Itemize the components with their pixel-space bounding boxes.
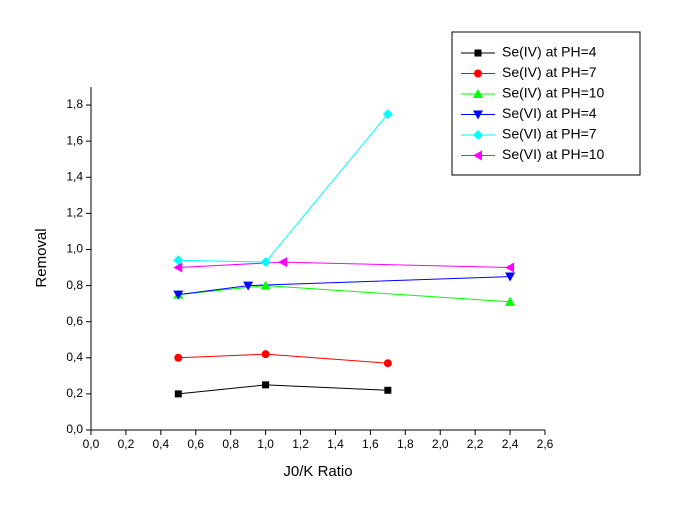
y-tick-label: 1,2 <box>66 206 83 220</box>
x-tick-label: 0,6 <box>187 437 204 451</box>
data-point <box>261 350 270 359</box>
x-tick-label: 0,8 <box>222 437 239 451</box>
data-point <box>383 359 392 368</box>
data-point <box>173 255 184 266</box>
x-tick-label: 1,0 <box>257 437 274 451</box>
y-tick-label: 1,0 <box>66 242 83 256</box>
x-tick-label: 2,0 <box>432 437 449 451</box>
x-tick-label: 1,4 <box>327 437 344 451</box>
data-point <box>505 272 516 282</box>
y-tick-label: 0,6 <box>66 314 83 328</box>
legend-box <box>451 31 641 176</box>
data-point <box>278 257 288 268</box>
legend-text: Se(VI) at PH=10 <box>502 146 605 162</box>
data-point <box>505 296 516 306</box>
data-point <box>505 262 515 273</box>
x-tick-label: 2,6 <box>537 437 554 451</box>
legend-text: Se(VI) at PH=4 <box>502 105 597 121</box>
x-tick-label: 1,2 <box>292 437 309 451</box>
legend-marker <box>473 130 483 140</box>
y-axis-title: Removal <box>33 228 50 287</box>
y-tick-label: 1,6 <box>66 133 83 147</box>
y-tick-label: 0,0 <box>66 422 83 436</box>
data-point <box>382 109 393 120</box>
y-tick-label: 0,2 <box>66 386 83 400</box>
x-tick-label: 0,2 <box>118 437 135 451</box>
legend-marker <box>474 69 482 78</box>
legend-marker <box>473 110 483 120</box>
legend-marker <box>473 150 482 161</box>
x-tick-label: 0,0 <box>83 437 100 451</box>
x-axis-title: J0/K Ratio <box>283 463 352 480</box>
x-tick-label: 2,4 <box>502 437 519 451</box>
data-point <box>174 390 182 398</box>
data-point <box>174 353 183 362</box>
x-tick-label: 1,8 <box>397 437 414 451</box>
y-tick-label: 1,8 <box>66 97 83 111</box>
data-point <box>173 262 183 273</box>
data-point <box>262 381 270 389</box>
data-point <box>173 290 184 300</box>
x-tick-label: 0,4 <box>153 437 170 451</box>
x-tick-label: 1,6 <box>362 437 379 451</box>
y-tick-label: 0,4 <box>66 350 83 364</box>
y-tick-label: 0,8 <box>66 278 83 292</box>
legend-text: Se(IV) at PH=4 <box>502 44 597 60</box>
data-point <box>260 280 271 290</box>
legend-marker <box>473 89 483 98</box>
y-tick-label: 1,4 <box>66 169 83 183</box>
legend-text: Se(IV) at PH=7 <box>502 64 597 80</box>
legend-marker <box>474 49 482 57</box>
legend-text: Se(IV) at PH=10 <box>502 85 605 101</box>
data-point <box>384 386 392 394</box>
data-point <box>260 257 271 268</box>
x-tick-label: 2,2 <box>467 437 484 451</box>
data-point <box>243 281 254 291</box>
legend-text: Se(VI) at PH=7 <box>502 126 597 142</box>
